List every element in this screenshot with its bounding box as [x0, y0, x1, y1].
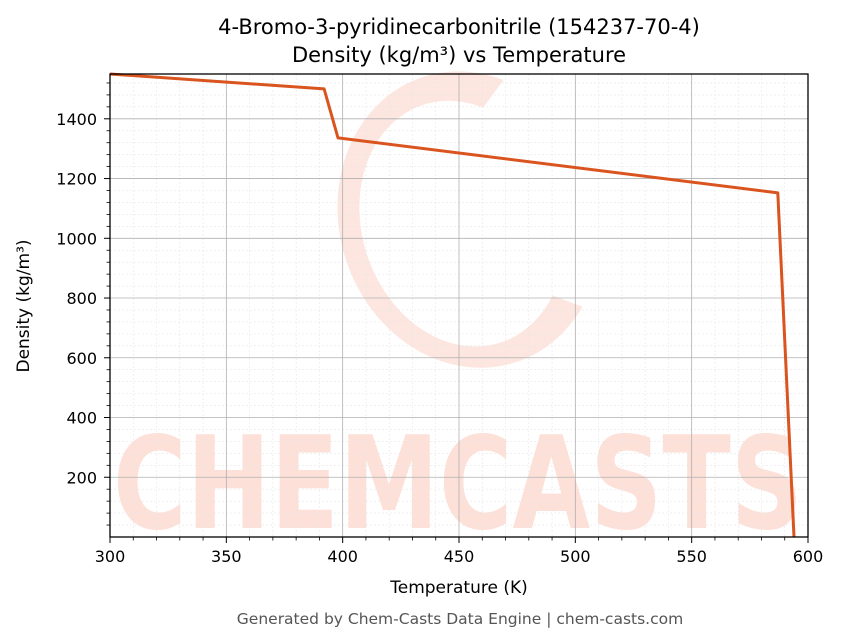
chart-title: 4-Bromo-3-pyridinecarbonitrile (154237-7…: [218, 15, 700, 39]
y-axis-label: Density (kg/m³): [14, 239, 34, 372]
density-series-line: [109, 72, 796, 538]
x-tick-label: 450: [444, 547, 475, 566]
y-tick-label: 1400: [56, 110, 97, 129]
x-tick-label: 600: [793, 547, 824, 566]
series-layer: [109, 72, 796, 538]
chart-subtitle: Density (kg/m³) vs Temperature: [292, 43, 626, 67]
axis-ticks: [104, 82, 809, 543]
watermark-text: CHEMCASTS: [113, 410, 803, 559]
y-tick-label: 800: [66, 289, 97, 308]
watermark-logo-icon: [337, 71, 583, 368]
x-tick-labels: 300 350 400 450 500 550 600: [95, 547, 824, 566]
y-tick-label: 600: [66, 349, 97, 368]
x-tick-label: 550: [676, 547, 707, 566]
x-tick-label: 300: [95, 547, 126, 566]
x-tick-label: 350: [211, 547, 242, 566]
y-tick-labels: 200 400 600 800 1000 1200 1400: [56, 110, 97, 487]
x-tick-label: 500: [560, 547, 591, 566]
y-tick-label: 1000: [56, 229, 97, 248]
major-grid: [110, 74, 808, 537]
y-tick-label: 1200: [56, 170, 97, 189]
x-tick-label: 400: [327, 547, 358, 566]
footer-credit: Generated by Chem-Casts Data Engine | ch…: [237, 610, 683, 628]
y-tick-label: 400: [66, 409, 97, 428]
y-tick-label: 200: [66, 468, 97, 487]
x-axis-label: Temperature (K): [389, 578, 528, 598]
watermark: CHEMCASTS: [113, 71, 803, 559]
